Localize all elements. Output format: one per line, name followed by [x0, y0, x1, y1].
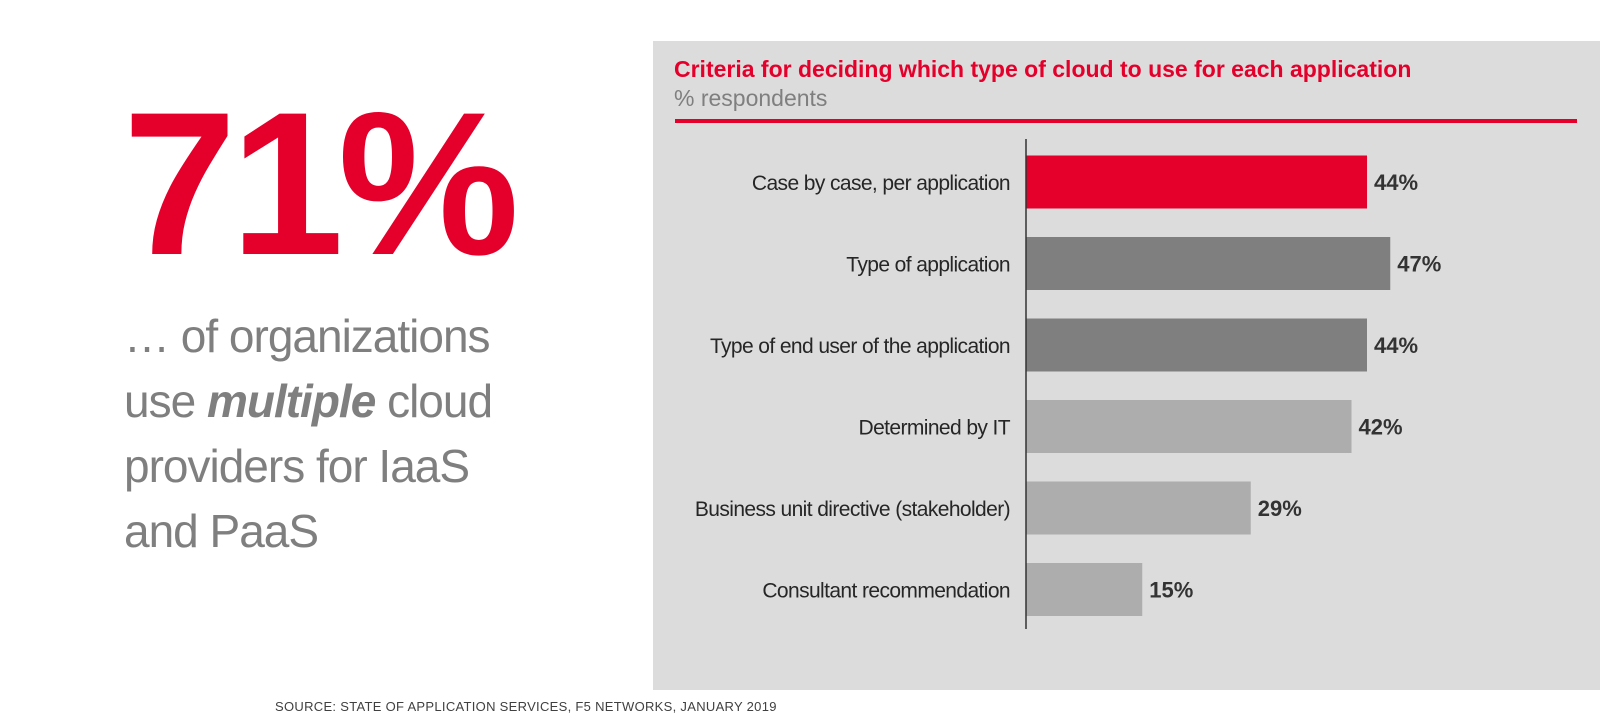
- data-label: 44%: [1374, 170, 1418, 195]
- bar: [1026, 400, 1352, 453]
- headline-emphasis: multiple: [206, 375, 376, 427]
- headline-line-2-post: cloud: [375, 375, 493, 427]
- headline-stat: 71%: [123, 70, 519, 298]
- bar: [1026, 155, 1367, 209]
- bar: [1026, 481, 1251, 535]
- data-label: 42%: [1359, 415, 1403, 440]
- headline-line-3: providers for IaaS: [124, 440, 470, 492]
- chart-subtitle: % respondents: [674, 85, 828, 111]
- category-label: Business unit directive (stakeholder): [695, 498, 1010, 521]
- bar: [1026, 237, 1391, 290]
- headline-line-4: and PaaS: [124, 505, 319, 557]
- headline-line-2: use multiple cloud: [124, 369, 604, 434]
- bar-chart: Case by case, per application 44% Type of …: [695, 139, 1441, 629]
- headline-description: … of organizations use multiple cloud pr…: [124, 304, 604, 564]
- headline-line-1: … of organizations: [124, 310, 491, 362]
- category-label: Consultant recommendation: [762, 580, 1010, 603]
- data-label: 15%: [1149, 578, 1193, 603]
- chart-title: Criteria for deciding which type of clou…: [674, 56, 1412, 82]
- data-label: 47%: [1397, 252, 1441, 277]
- category-label: Determined by IT: [859, 417, 1011, 440]
- source-note: SOURCE: STATE OF APPLICATION SERVICES, F…: [275, 699, 777, 714]
- data-label: 44%: [1374, 333, 1418, 358]
- category-label: Type of end user of the application: [710, 335, 1010, 358]
- category-label: Case by case, per application: [752, 172, 1010, 195]
- chart-panel: Criteria for deciding which type of clou…: [653, 41, 1600, 690]
- bar: [1026, 318, 1367, 372]
- bar: [1026, 563, 1143, 616]
- title-rule: [675, 119, 1577, 123]
- category-label: Type of application: [846, 254, 1010, 277]
- headline-line-2-pre: use: [124, 375, 207, 427]
- data-label: 29%: [1258, 496, 1302, 521]
